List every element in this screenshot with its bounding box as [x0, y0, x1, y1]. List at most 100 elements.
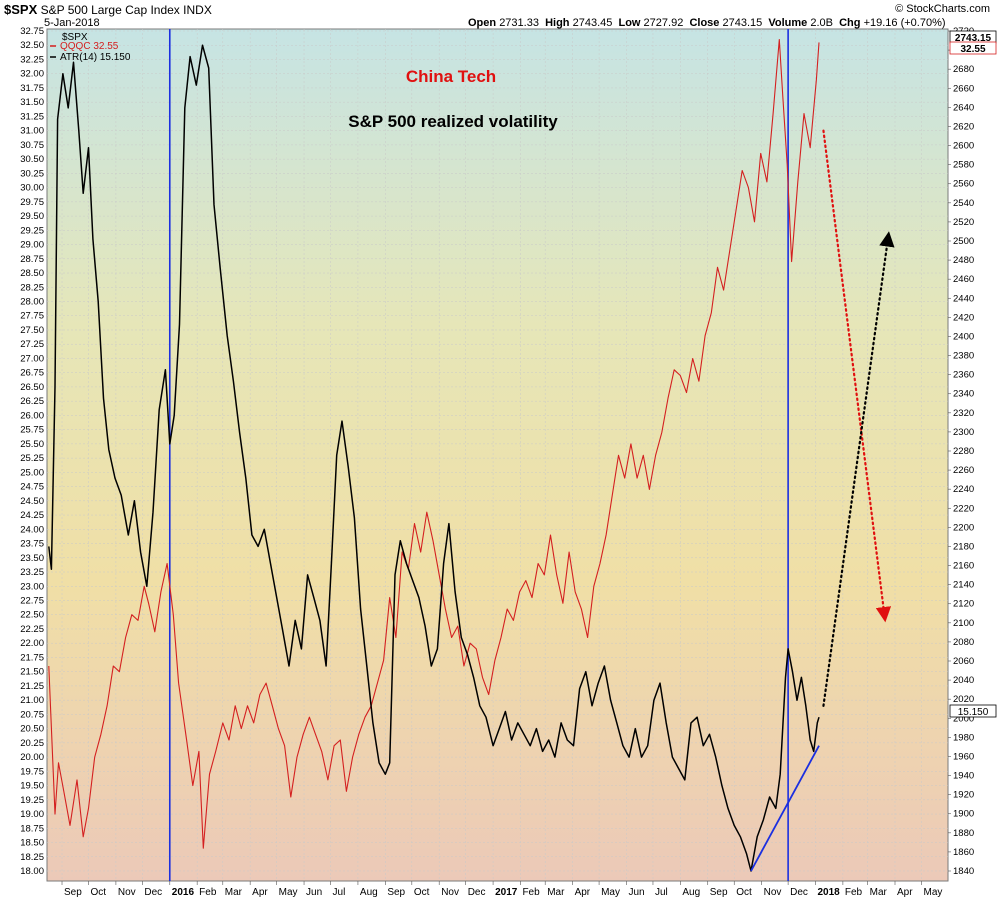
left-tick-label: 28.75 — [20, 254, 44, 265]
x-tick-label: Oct — [91, 887, 107, 898]
left-tick-label: 22.75 — [20, 595, 44, 606]
x-tick-label: 2016 — [172, 887, 195, 898]
x-tick-label: Nov — [764, 887, 782, 898]
right-tick-label: 2300 — [953, 427, 974, 438]
right-tick-label: 2260 — [953, 465, 974, 476]
left-tick-label: 23.50 — [20, 553, 44, 564]
right-tick-label: 2420 — [953, 312, 974, 323]
right-tick-label: 2020 — [953, 694, 974, 705]
trendline-blue — [750, 745, 820, 872]
legend-atr: ATR(14) 15.150 — [60, 52, 131, 63]
right-tick-label: 2460 — [953, 274, 974, 285]
left-tick-label: 31.00 — [20, 126, 44, 137]
left-tick-label: 19.00 — [20, 809, 44, 820]
x-tick-label: Oct — [736, 887, 752, 898]
right-tick-label: 1880 — [953, 828, 974, 839]
left-tick-label: 26.25 — [20, 396, 44, 407]
x-tick-label: Jun — [306, 887, 322, 898]
left-tick-label: 28.25 — [20, 282, 44, 293]
left-tick-label: 20.50 — [20, 724, 44, 735]
x-tick-label: 2018 — [818, 887, 841, 898]
right-tick-label: 2100 — [953, 618, 974, 629]
right-tick-label: 2580 — [953, 160, 974, 171]
right-tick-label: 2160 — [953, 561, 974, 572]
x-tick-label: Feb — [522, 887, 540, 898]
left-tick-label: 21.25 — [20, 681, 44, 692]
left-tick-label: 28.00 — [20, 297, 44, 308]
right-tick-label: 2240 — [953, 484, 974, 495]
left-tick-label: 20.75 — [20, 709, 44, 720]
tag-last-price: 2743.15 — [955, 33, 992, 44]
right-tick-label: 2520 — [953, 217, 974, 228]
left-tick-label: 31.25 — [20, 111, 44, 122]
open-value: 2731.33 — [499, 17, 539, 29]
right-tick-label: 2560 — [953, 179, 974, 190]
left-tick-label: 22.50 — [20, 610, 44, 621]
left-tick-label: 18.75 — [20, 823, 44, 834]
left-tick-label: 26.75 — [20, 368, 44, 379]
x-tick-label: Aug — [360, 887, 378, 898]
volume-value: 2.0B — [810, 17, 833, 29]
x-tick-label: Aug — [682, 887, 700, 898]
left-tick-label: 25.00 — [20, 467, 44, 478]
left-tick-label: 27.00 — [20, 353, 44, 364]
symbol-title: $SPX S&P 500 Large Cap Index INDX — [4, 2, 212, 17]
right-tick-label: 2380 — [953, 351, 974, 362]
ohlc-bar: Open 2731.33 High 2743.45 Low 2727.92 Cl… — [468, 17, 946, 29]
index-name: S&P 500 Large Cap Index — [40, 3, 180, 17]
left-tick-label: 32.25 — [20, 54, 44, 65]
high-label: High — [545, 17, 570, 29]
left-tick-label: 18.50 — [20, 838, 44, 849]
left-tick-label: 18.00 — [20, 866, 44, 877]
left-tick-label: 26.00 — [20, 410, 44, 421]
close-value: 2743.15 — [722, 17, 763, 29]
left-tick-label: 32.50 — [20, 40, 44, 51]
x-tick-label: 2017 — [495, 887, 518, 898]
left-tick-label: 22.25 — [20, 624, 44, 635]
vertical-markers — [168, 29, 789, 881]
left-tick-label: 24.75 — [20, 482, 44, 493]
grid — [47, 29, 948, 881]
open-label: Open — [468, 17, 497, 29]
right-tick-label: 2500 — [953, 236, 974, 247]
right-tick-label: 2060 — [953, 656, 974, 667]
left-tick-label: 29.50 — [20, 211, 44, 222]
left-tick-label: 19.50 — [20, 781, 44, 792]
left-tick-label: 21.00 — [20, 695, 44, 706]
left-tick-label: 20.00 — [20, 752, 44, 763]
exchange: INDX — [183, 3, 212, 17]
annotation-china-tech: China Tech — [406, 67, 496, 86]
x-tick-label: May — [279, 887, 298, 898]
left-tick-label: 24.25 — [20, 510, 44, 521]
left-tick-label: 23.75 — [20, 539, 44, 550]
chg-value: +19.16 (+0.70%) — [863, 17, 946, 29]
right-axis: 1840 1860 1880 1900 1920 1940 1960 1980 2000 2020… — [948, 26, 974, 877]
series-line-atr — [48, 44, 820, 872]
right-tick-label: 2640 — [953, 102, 974, 113]
left-tick-label: 29.25 — [20, 225, 44, 236]
right-tick-label: 2400 — [953, 331, 974, 342]
source-label: © StockCharts.com — [895, 3, 990, 15]
right-tick-label: 1860 — [953, 847, 974, 858]
high-value: 2743.45 — [572, 17, 613, 29]
volume-label: Volume — [768, 17, 808, 29]
arrow-up-black — [822, 231, 895, 707]
right-tick-label: 2320 — [953, 408, 974, 419]
right-tick-label: 2080 — [953, 637, 974, 648]
right-tick-label: 2220 — [953, 503, 974, 514]
left-tick-label: 25.25 — [20, 453, 44, 464]
right-tick-label: 1840 — [953, 866, 974, 877]
right-tick-label: 2340 — [953, 389, 974, 400]
x-tick-label: Dec — [790, 887, 808, 898]
low-value: 2727.92 — [643, 17, 684, 29]
x-tick-label: May — [601, 887, 620, 898]
x-tick-label: Mar — [225, 887, 243, 898]
right-tick-label: 2680 — [953, 64, 974, 75]
right-tick-label: 2620 — [953, 121, 974, 132]
x-tick-label: Feb — [199, 887, 217, 898]
low-label: Low — [618, 17, 641, 29]
tag-qqqc: 32.55 — [960, 44, 985, 55]
left-axis: 18.00 18.25 18.50 18.75 19.00 19.25 19.50 19.75… — [20, 26, 44, 877]
close-label: Close — [689, 17, 720, 29]
